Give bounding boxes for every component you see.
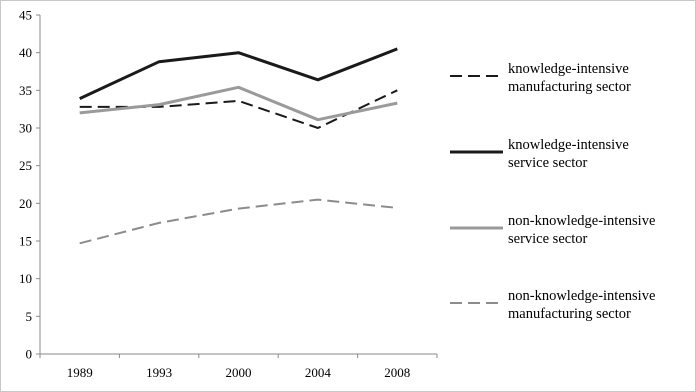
legend-entry-4: non-knowledge-intensive manufacturing sec…: [450, 288, 655, 322]
series-line-4: [79, 198, 398, 245]
y-tick-label: 15: [19, 234, 32, 249]
y-tick-label: 35: [19, 83, 32, 98]
legend: knowledge-intensive manufacturing sectork…: [450, 61, 655, 322]
y-tick-label: 40: [19, 45, 32, 60]
x-tick-label: 2000: [226, 365, 252, 380]
y-tick-label: 30: [19, 121, 32, 136]
legend-label: knowledge-intensive service sector: [508, 137, 629, 171]
y-tick-label: 25: [19, 158, 32, 173]
legend-label-line: non-knowledge-intensive: [508, 288, 655, 304]
legend-label-line: service sector: [508, 155, 587, 171]
x-tick-label: 1989: [67, 365, 93, 380]
legend-entry-3: non-knowledge-intensive service sector: [450, 213, 655, 247]
axes: 0 5 10 15 20 25 30 35 40 45 1989 1993 2000 2004 2008: [19, 8, 438, 380]
y-tick-label: 20: [19, 196, 32, 211]
legend-label-line: service sector: [508, 231, 587, 247]
x-tick-label: 2004: [305, 365, 332, 380]
x-tick-label: 2008: [384, 365, 410, 380]
series-line-3: [79, 85, 398, 122]
legend-label: knowledge-intensive manufacturing sector: [508, 61, 631, 95]
legend-label-line: non-knowledge-intensive: [508, 213, 655, 229]
series-line-2: [79, 47, 398, 100]
legend-label-line: manufacturing sector: [508, 79, 631, 95]
legend-label: non-knowledge-intensive manufacturing sec…: [508, 288, 655, 322]
series-layer: [79, 47, 398, 245]
y-tick-label: 0: [26, 347, 33, 362]
legend-label-line: knowledge-intensive: [508, 61, 629, 77]
legend-label: non-knowledge-intensive service sector: [508, 213, 655, 247]
y-tick-label: 10: [19, 271, 32, 286]
x-tick-label: 1993: [146, 365, 172, 380]
y-tick-label: 45: [19, 8, 32, 23]
legend-entry-1: knowledge-intensive manufacturing sector: [450, 61, 631, 95]
legend-label-line: manufacturing sector: [508, 306, 631, 322]
y-tick-label: 5: [26, 309, 33, 324]
legend-entry-2: knowledge-intensive service sector: [450, 137, 629, 171]
legend-label-line: knowledge-intensive: [508, 137, 629, 153]
